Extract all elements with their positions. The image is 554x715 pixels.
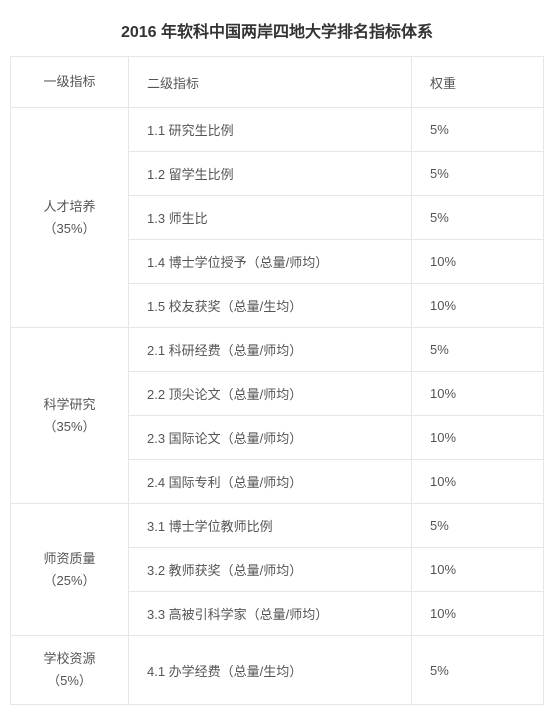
level2-cell: 1.1 研究生比例: [129, 108, 412, 152]
level2-cell: 1.2 留学生比例: [129, 152, 412, 196]
level2-cell: 2.1 科研经费（总量/师均）: [129, 328, 412, 372]
indicator-table: 一级指标 二级指标 权重 人才培养（35%）1.1 研究生比例5%1.2 留学生…: [10, 56, 544, 705]
level2-cell: 2.3 国际论文（总量/师均）: [129, 416, 412, 460]
table-row: 科学研究（35%）2.1 科研经费（总量/师均）5%: [11, 328, 544, 372]
level2-cell: 1.4 博士学位授予（总量/师均）: [129, 240, 412, 284]
weight-cell: 10%: [412, 548, 544, 592]
level1-cell: 师资质量（25%）: [11, 504, 129, 636]
level2-cell: 4.1 办学经费（总量/生均）: [129, 636, 412, 705]
weight-cell: 5%: [412, 152, 544, 196]
weight-cell: 10%: [412, 592, 544, 636]
table-row: 师资质量（25%）3.1 博士学位教师比例5%: [11, 504, 544, 548]
weight-cell: 10%: [412, 460, 544, 504]
weight-cell: 10%: [412, 416, 544, 460]
weight-cell: 5%: [412, 328, 544, 372]
weight-cell: 10%: [412, 240, 544, 284]
weight-cell: 5%: [412, 196, 544, 240]
weight-cell: 10%: [412, 372, 544, 416]
weight-cell: 5%: [412, 504, 544, 548]
weight-cell: 5%: [412, 108, 544, 152]
level2-cell: 3.3 高被引科学家（总量/师均）: [129, 592, 412, 636]
page-container: 2016 年软科中国两岸四地大学排名指标体系 一级指标 二级指标 权重 人才培养…: [0, 0, 554, 715]
page-title: 2016 年软科中国两岸四地大学排名指标体系: [10, 18, 544, 42]
level1-cell: 人才培养（35%）: [11, 108, 129, 328]
weight-cell: 5%: [412, 636, 544, 705]
level2-cell: 1.3 师生比: [129, 196, 412, 240]
level2-cell: 1.5 校友获奖（总量/生均）: [129, 284, 412, 328]
level2-cell: 2.2 顶尖论文（总量/师均）: [129, 372, 412, 416]
table-row: 学校资源（5%）4.1 办学经费（总量/生均）5%: [11, 636, 544, 705]
level2-cell: 2.4 国际专利（总量/师均）: [129, 460, 412, 504]
table-row: 人才培养（35%）1.1 研究生比例5%: [11, 108, 544, 152]
level2-cell: 3.1 博士学位教师比例: [129, 504, 412, 548]
level1-cell: 科学研究（35%）: [11, 328, 129, 504]
header-level1: 一级指标: [11, 57, 129, 108]
table-body: 人才培养（35%）1.1 研究生比例5%1.2 留学生比例5%1.3 师生比5%…: [11, 108, 544, 705]
weight-cell: 10%: [412, 284, 544, 328]
header-level2: 二级指标: [129, 57, 412, 108]
level1-cell: 学校资源（5%）: [11, 636, 129, 705]
level2-cell: 3.2 教师获奖（总量/师均）: [129, 548, 412, 592]
header-weight: 权重: [412, 57, 544, 108]
table-header-row: 一级指标 二级指标 权重: [11, 57, 544, 108]
